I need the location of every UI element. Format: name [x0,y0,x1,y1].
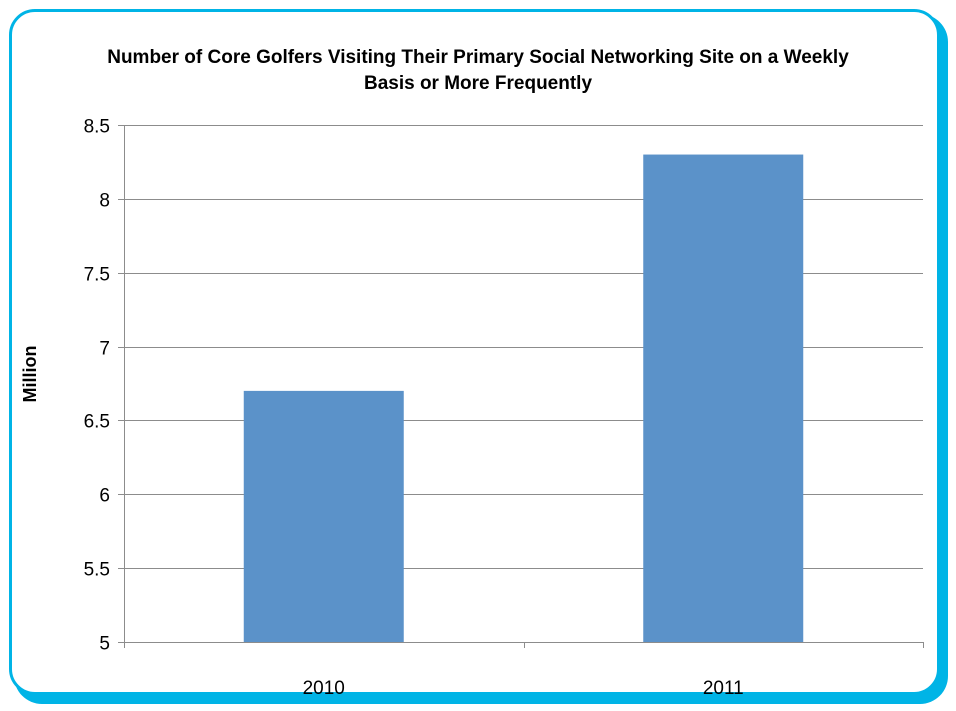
x-tick-label: 2011 [703,678,744,699]
y-tick-label: 6 [99,486,110,507]
bars [243,154,804,643]
chart-title: Number of Core Golfers Visiting Their Pr… [107,47,849,94]
y-tick-label: 8.5 [84,117,110,138]
y-tick-label: 8 [99,191,110,212]
y-tick-label: 7.5 [84,265,110,286]
y-tick-label: 5 [99,634,110,655]
y-tick-label: 5.5 [84,560,110,581]
x-tick-label: 2010 [303,678,345,699]
bar-2010 [243,390,404,642]
axes [118,125,924,648]
bar-2011 [643,154,804,643]
y-tick-label: 7 [99,339,110,360]
y-tick-label: 6.5 [84,412,110,433]
x-tick-labels: 2010 2011 [303,678,744,699]
y-tick-labels: 5 5.5 6 6.5 7 7.5 8 8.5 [84,117,110,655]
